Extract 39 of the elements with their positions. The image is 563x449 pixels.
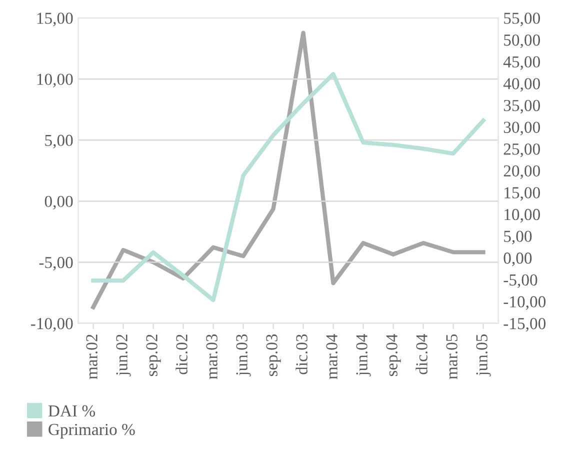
y2-tick-label: 20,00 [504, 165, 540, 179]
y2-tick-label: 55,00 [504, 12, 540, 26]
x-tick-label: dic.04 [416, 334, 428, 374]
y2-tick-label: -15,00 [504, 318, 546, 332]
x-tick-label: dic.03 [296, 334, 308, 374]
y2-tick-label: 30,00 [504, 122, 540, 136]
x-tick-label: sep.04 [386, 334, 401, 376]
y2-tick-label: 25,00 [504, 144, 540, 158]
x-tick-label: dic.02 [176, 334, 188, 374]
y2-tick-label: 45,00 [503, 56, 540, 70]
y2-tick-label: 10,00 [504, 208, 540, 223]
y-tick-label: 0,00 [44, 196, 73, 210]
x-tick-label: jun.04 [356, 334, 371, 376]
y2-tick-label: -5,00 [504, 274, 538, 288]
x-tick-label: jun.05 [476, 334, 491, 376]
x-tick-label: jun.03 [236, 334, 251, 376]
line-series [91, 30, 486, 310]
y2-tick-label: 50,00 [504, 34, 540, 48]
y-tick-label: 5,00 [45, 134, 73, 148]
y-tick-label: -10,00 [30, 318, 73, 332]
y2-tick-label: 0,00 [504, 252, 532, 266]
legend-label: Gprimario % [48, 424, 135, 438]
x-tick-label: sep.02 [146, 334, 161, 376]
x-tick-label: mar.04 [326, 334, 338, 380]
y-tick-label: 15,00 [37, 12, 73, 26]
y2-tick-label: -10,00 [504, 296, 546, 310]
x-tick-label: mar.05 [446, 334, 458, 380]
y2-tick-label: 5,00 [504, 230, 532, 244]
x-tick-label: mar.02 [86, 334, 98, 380]
y-tick-label: 10,00 [37, 74, 73, 88]
legend-label: DAI % [48, 405, 96, 417]
y2-tick-label: 15,00 [504, 187, 540, 201]
line-series [91, 72, 486, 302]
x-tick-label: jun.02 [116, 334, 131, 376]
y-tick-label: -5,00 [39, 256, 73, 271]
x-tick-label: mar.03 [206, 334, 218, 380]
y2-tick-label: 40,00 [503, 78, 540, 92]
x-tick-label: sep.03 [266, 334, 281, 376]
y2-tick-label: 35,00 [504, 100, 540, 114]
